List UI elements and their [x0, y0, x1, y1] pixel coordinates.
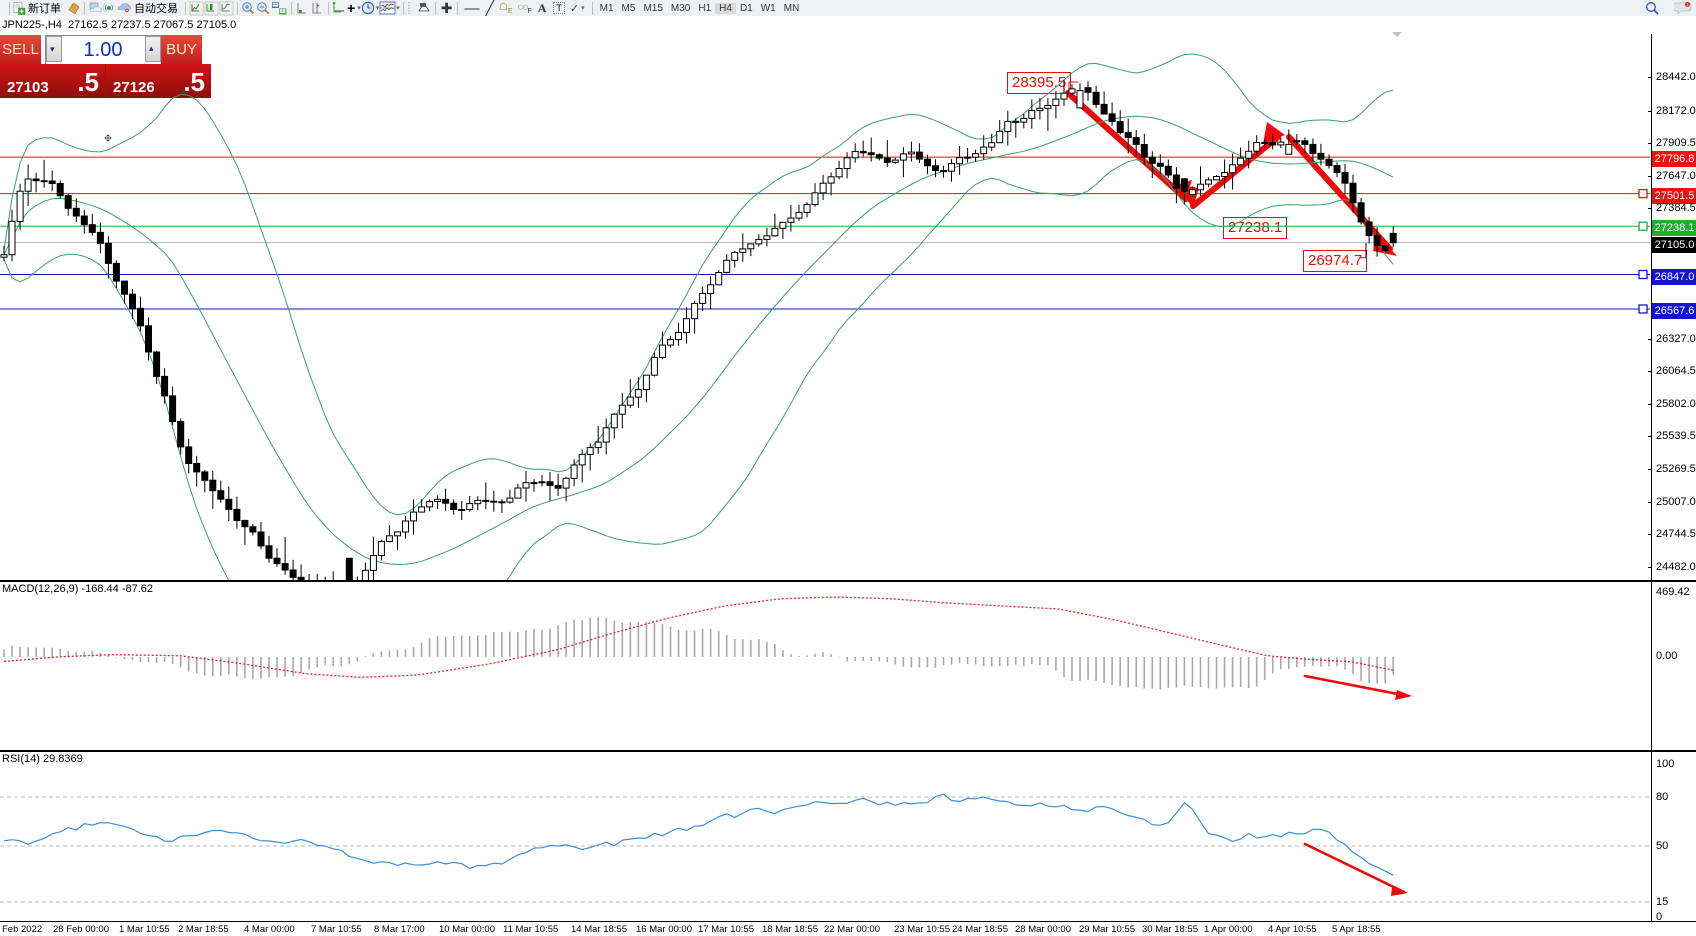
svg-text:1: 1 — [1687, 3, 1689, 7]
